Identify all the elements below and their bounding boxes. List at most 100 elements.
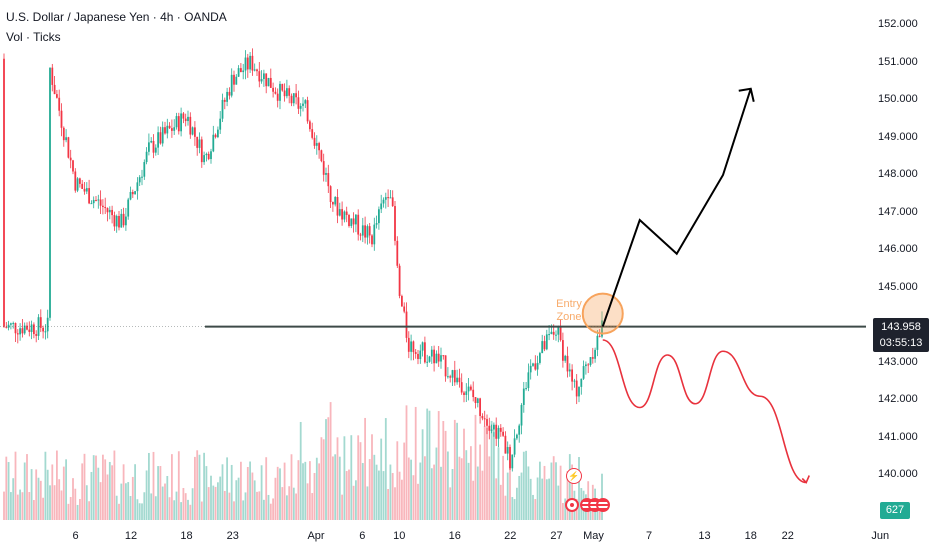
time-tick-label: 23: [226, 530, 239, 542]
projected-bull-path[interactable]: [601, 88, 752, 327]
candle-body: [463, 392, 465, 395]
candle-body: [421, 342, 424, 351]
volume-bar: [223, 490, 226, 520]
volume-bar: [292, 487, 295, 520]
volume-bar: [127, 482, 130, 520]
candle-body: [23, 325, 26, 334]
candle-body: [430, 349, 433, 357]
volume-bar: [42, 497, 44, 520]
candle-body: [51, 67, 54, 85]
volume-indicator-label[interactable]: Vol · Ticks: [6, 30, 61, 44]
volume-bar: [398, 471, 401, 520]
candle-body: [539, 353, 541, 363]
candle-body: [251, 55, 254, 71]
candle-body: [205, 153, 208, 156]
volume-bar: [451, 469, 454, 520]
candle-body: [601, 320, 603, 337]
volume-bar: [578, 457, 580, 520]
volume-bar: [527, 466, 530, 520]
volume-bar: [283, 462, 286, 520]
event-dot-icon[interactable]: [565, 498, 579, 512]
volume-bar: [479, 444, 481, 520]
us-flag-icon[interactable]: [596, 498, 610, 512]
candle-body: [263, 73, 265, 80]
candle-body: [483, 418, 486, 420]
volume-bar: [104, 459, 107, 520]
entry-zone-circle[interactable]: [581, 292, 624, 335]
candle-body: [276, 93, 279, 101]
candle-body: [16, 333, 19, 335]
lightning-icon[interactable]: ⚡: [566, 468, 582, 484]
volume-bar: [102, 454, 104, 520]
volume-bar: [125, 483, 127, 520]
candle-body: [313, 137, 316, 146]
candle-body: [320, 150, 323, 162]
volume-bar: [499, 484, 502, 520]
volume-bar: [212, 485, 215, 520]
candle-body: [378, 209, 380, 224]
candle-body: [81, 183, 84, 189]
volume-bar: [391, 473, 394, 520]
volume-bar: [414, 406, 417, 520]
candle-body: [587, 364, 590, 366]
volume-bar: [348, 469, 350, 520]
time-tick-label: 6: [72, 530, 79, 542]
volume-bar: [545, 479, 548, 520]
candle-body: [182, 113, 185, 119]
volume-bar: [263, 499, 265, 520]
volume-bar: [407, 457, 410, 520]
candle-body: [513, 438, 516, 455]
volume-bar: [320, 437, 323, 520]
volume-bar: [228, 492, 231, 520]
candle-body: [189, 116, 192, 135]
candle-body: [598, 335, 601, 337]
volume-bar: [463, 428, 465, 520]
volume-bar: [129, 496, 132, 520]
candle-body: [295, 93, 297, 98]
candle-body: [173, 127, 176, 131]
candle-body: [371, 235, 373, 245]
candle-body: [60, 110, 63, 128]
volume-bar: [214, 486, 217, 520]
volume-bar: [421, 429, 424, 520]
volume-bar: [568, 454, 571, 520]
volume-bar: [51, 464, 54, 520]
candle-body: [403, 306, 406, 312]
candle-body: [233, 74, 235, 85]
candle-body: [290, 95, 293, 104]
volume-bar: [297, 460, 300, 520]
volume-bar: [85, 485, 88, 520]
candle-body: [387, 197, 389, 199]
candle-body: [90, 203, 93, 205]
candle-body: [83, 188, 86, 192]
volume-bar: [299, 421, 302, 520]
volume-bar: [240, 461, 242, 520]
volume-bar: [65, 459, 67, 520]
volume-bar: [511, 497, 514, 520]
volume-bar: [205, 466, 208, 520]
volume-bar: [396, 441, 399, 520]
volume-bar: [177, 451, 180, 520]
time-tick-label: 18: [180, 530, 193, 542]
candle-body: [352, 218, 355, 225]
volume-bar: [375, 464, 378, 520]
candle-body: [504, 435, 507, 454]
volume-bar: [571, 464, 573, 520]
volume-bar: [490, 420, 493, 520]
volume-bar: [44, 451, 47, 520]
volume-bar: [405, 405, 408, 520]
candle-body: [79, 178, 81, 184]
volume-bar: [327, 417, 330, 520]
candle-body: [355, 214, 357, 225]
candle-body: [258, 71, 261, 82]
candle-body: [594, 349, 596, 359]
candle-body: [136, 182, 139, 192]
volume-bar: [428, 410, 431, 520]
candle-body: [134, 191, 136, 195]
projected-bear-path[interactable]: [602, 339, 807, 484]
volume-bar: [5, 456, 8, 520]
volume-bar: [141, 503, 143, 520]
volume-bar: [258, 491, 261, 520]
candle-body: [95, 199, 97, 201]
